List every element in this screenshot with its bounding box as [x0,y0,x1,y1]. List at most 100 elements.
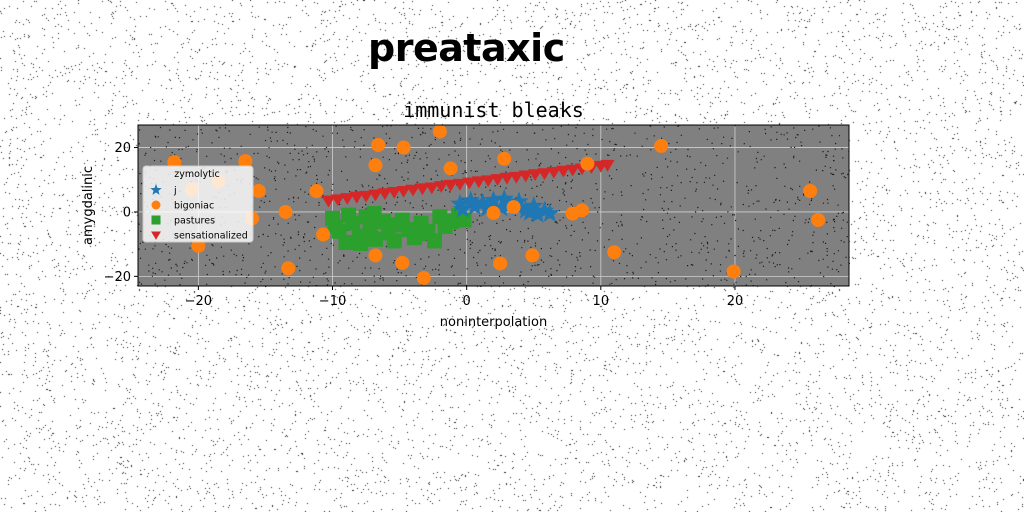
data-point [368,248,383,263]
data-point [377,188,392,201]
data-point [509,171,524,184]
data-point [607,245,622,260]
legend-marker [151,215,161,225]
data-point [278,204,293,219]
legend-title: zymolytic [174,169,220,180]
x-tick-label: 10 [593,294,610,309]
data-point [506,200,521,215]
data-point [396,186,411,198]
series-bigoniac [167,124,826,285]
data-point [443,179,458,192]
data-point [525,248,540,263]
data-point [358,190,374,203]
data-point [362,220,378,236]
plot-frame [137,124,850,287]
data-point [811,212,826,227]
data-point [452,178,468,191]
data-point [366,206,382,222]
data-point [340,193,355,205]
data-point [396,140,411,155]
data-point [341,207,357,223]
data-point [443,161,458,176]
x-tick-label: −20 [185,294,212,309]
data-point [321,195,336,208]
y-axis-label: amygdalinic [81,166,96,245]
data-point [471,176,486,189]
data-point [575,203,590,218]
x-tick-label: 0 [463,294,471,309]
data-point [316,227,331,242]
y-tick-label: 0 [123,205,131,220]
data-point [368,189,383,202]
figure-suptitle: preataxic [368,26,565,70]
data-point [367,231,383,247]
data-point [527,169,543,182]
data-point [450,193,470,213]
x-axis-label: noninterpolation [440,315,547,330]
data-point [803,184,818,199]
data-point [528,204,548,223]
data-point [477,198,497,217]
data-point [338,235,354,251]
legend-marker [150,183,162,195]
data-point [426,233,442,249]
data-point [490,174,505,186]
data-point [537,168,552,181]
data-point [395,255,410,270]
data-point [281,261,296,276]
data-point [309,184,324,199]
y-tick-label: 20 [114,141,131,156]
legend-box [142,165,254,243]
data-point [349,191,364,204]
data-point [465,196,485,215]
legend-label: j [173,186,177,197]
series-j [450,188,560,223]
data-point [654,138,669,153]
data-point [251,184,266,199]
plot-speckles [138,125,850,288]
data-point [494,188,514,208]
data-point [416,270,431,285]
data-marks [167,124,826,285]
data-point [432,124,447,139]
data-point [371,137,386,152]
data-point [483,190,504,209]
legend: zymolytic j bigoniac pastures sensationaliz… [142,165,254,243]
legend-label: bigoniac [174,201,214,212]
data-point [389,217,405,233]
x-tick-label: 20 [727,294,744,309]
data-point [415,183,430,196]
y-tick-label: −20 [104,270,131,285]
data-point [434,181,449,193]
data-point [580,156,595,171]
data-point [726,264,741,279]
data-point [480,175,496,188]
data-point [524,196,544,215]
data-point [509,191,529,210]
legend-entries: j bigoniac pastures sensationalized [150,183,248,242]
series-sensationalized [321,159,615,208]
legend-label: pastures [174,216,215,227]
data-point [600,159,615,172]
data-point [473,192,493,212]
data-point [238,154,253,169]
data-point [386,233,402,249]
data-point [424,182,439,195]
data-point [540,203,560,222]
data-point [518,170,533,183]
data-point [556,165,571,178]
data-point [387,186,402,199]
axis-ticks: −20 −10 0 10 20 −20 0 20 [104,141,744,309]
legend-marker [151,200,161,210]
data-point [353,235,369,251]
data-point [330,194,346,207]
data-point [565,164,580,177]
data-point [410,226,426,242]
legend-label: sensationalized [174,231,248,242]
plot-noise [138,125,850,288]
data-point [534,200,555,220]
data-point [368,158,383,173]
chart-title: immunist bleaks [403,98,584,122]
data-point [405,184,421,197]
